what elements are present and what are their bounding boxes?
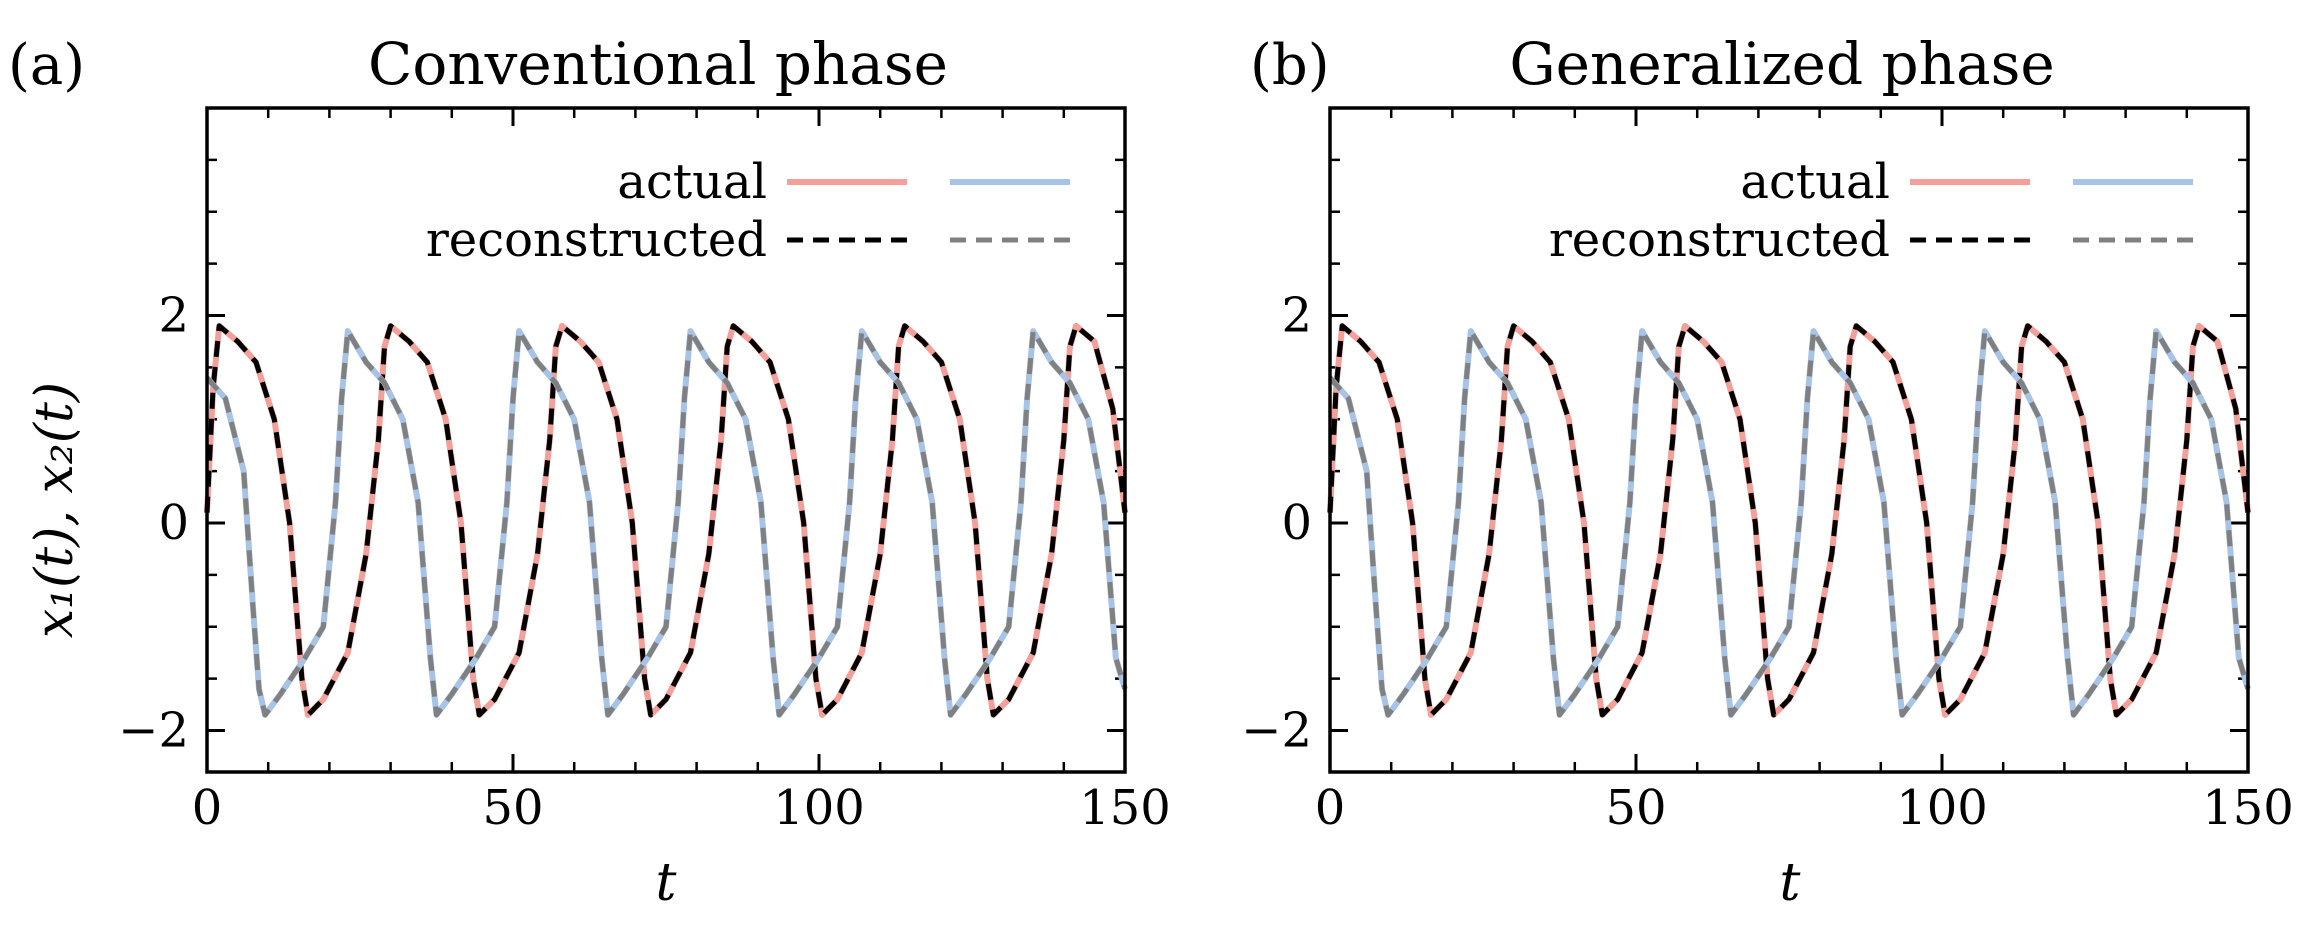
panel-a-title: Conventional phase bbox=[368, 30, 948, 98]
panel-a-xtick-label-0: 0 bbox=[192, 780, 223, 836]
panel-b-series-x1-reconstructed bbox=[1327, 323, 2251, 718]
panel-b-label: (b) bbox=[1250, 33, 1330, 98]
y-axis-label: x₁(t), x₂(t) bbox=[25, 382, 85, 638]
panel-b-series-x2-reconstructed bbox=[1328, 328, 2251, 718]
panel-a-x-axis-label: t bbox=[656, 853, 677, 913]
panel-b-ytick-label--2: −2 bbox=[1241, 703, 1312, 759]
panel-b-xtick-label-100: 100 bbox=[1896, 780, 1988, 836]
panel-a-xtick-label-150: 150 bbox=[1079, 780, 1171, 836]
panel-a-xtick-label-50: 50 bbox=[482, 780, 543, 836]
panel-b-xtick-label-50: 50 bbox=[1605, 780, 1666, 836]
panel-b-title: Generalized phase bbox=[1509, 30, 2054, 98]
panel-a-ticks: 0 50 100 150−202 bbox=[118, 108, 1171, 836]
panel-a-legend-label-actual: actual bbox=[617, 154, 767, 210]
panel-b-frame bbox=[1328, 106, 2250, 774]
panel-a: (a) Conventional phase 0 50 100 150−202 act… bbox=[8, 30, 1171, 913]
panel-a-xtick-label-100: 100 bbox=[773, 780, 865, 836]
panel-b-legend-label-actual: actual bbox=[1740, 154, 1890, 210]
panel-b-series bbox=[1327, 322, 2251, 718]
panel-a-ytick-label-2: 2 bbox=[158, 288, 189, 344]
panel-b-x-axis-label: t bbox=[1780, 853, 1801, 913]
panel-b: (b) Generalized phase 0 50 100 150−202 actu… bbox=[1241, 30, 2294, 913]
panel-a-series bbox=[204, 322, 1128, 718]
panel-a-series-x1-reconstructed bbox=[204, 323, 1128, 718]
panel-b-ytick-label-0: 0 bbox=[1281, 495, 1312, 551]
panel-a-ytick-label-0: 0 bbox=[158, 495, 189, 551]
panel-b-legend-label-reconstructed: reconstructed bbox=[1549, 212, 1890, 268]
panel-b-ticks: 0 50 100 150−202 bbox=[1241, 108, 2294, 836]
panel-a-series-x2-reconstructed bbox=[205, 328, 1128, 718]
panel-b-xtick-label-150: 150 bbox=[2202, 780, 2294, 836]
panel-a-frame bbox=[205, 106, 1127, 774]
panel-a-legend-label-reconstructed: reconstructed bbox=[426, 212, 767, 268]
panel-b-xtick-label-0: 0 bbox=[1315, 780, 1346, 836]
panel-b-ytick-label-2: 2 bbox=[1281, 288, 1312, 344]
panel-a-ytick-label--2: −2 bbox=[118, 703, 189, 759]
panel-a-label: (a) bbox=[8, 33, 85, 98]
